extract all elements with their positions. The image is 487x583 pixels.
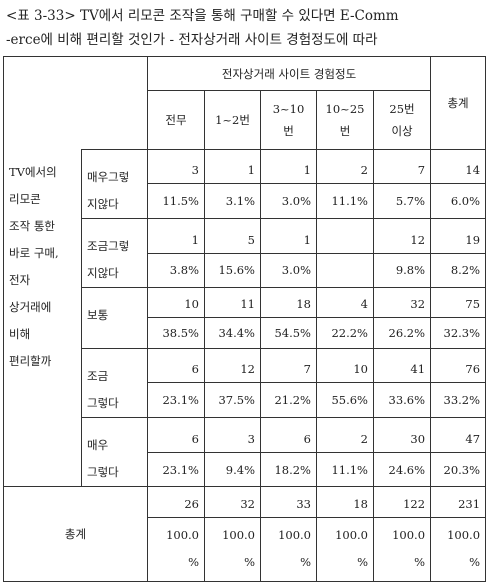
row-label: 매우 그렇다 bbox=[81, 416, 148, 488]
pct-cell: 26.2% bbox=[372, 317, 432, 349]
count-cell: 2 bbox=[316, 416, 374, 453]
count-cell: 12 bbox=[204, 347, 261, 384]
count-cell: 3 bbox=[204, 416, 261, 453]
pct-cell: 9.8% bbox=[372, 252, 432, 289]
pct-cell: 33.6% bbox=[372, 382, 432, 418]
count-cell: 14 bbox=[430, 148, 487, 185]
total-pct-cell: 100.0% bbox=[430, 516, 487, 583]
pct-cell: 3.8% bbox=[147, 252, 205, 289]
row-label: 조금 그렇다 bbox=[81, 347, 148, 418]
pct-cell: 3.0% bbox=[260, 252, 317, 289]
count-cell: 1 bbox=[204, 148, 261, 185]
count-cell: 47 bbox=[430, 416, 487, 453]
count-cell: 7 bbox=[260, 347, 317, 384]
count-cell: 3 bbox=[147, 148, 205, 185]
pct-cell: 33.2% bbox=[430, 382, 487, 418]
count-cell: 5 bbox=[204, 217, 261, 254]
count-cell: 18 bbox=[260, 287, 317, 319]
pct-cell: 11.1% bbox=[316, 451, 374, 488]
pct-cell: 20.3% bbox=[430, 451, 487, 488]
count-cell: 6 bbox=[147, 416, 205, 453]
pct-cell: 9.4% bbox=[204, 451, 261, 488]
pct-cell: 55.6% bbox=[316, 382, 374, 418]
count-cell: 12 bbox=[372, 217, 432, 254]
caption-line-2: -erce에 비해 편리할 것인가 - 전자상거래 사이트 경험정도에 따라 bbox=[6, 32, 378, 48]
count-cell: 10 bbox=[316, 347, 374, 384]
count-cell: 32 bbox=[372, 287, 432, 319]
count-cell: 10 bbox=[147, 287, 205, 319]
total-count-cell: 122 bbox=[372, 486, 432, 518]
row-label: 조금그렇 지않다 bbox=[81, 217, 148, 289]
total-pct-cell: 100.0% bbox=[372, 516, 432, 583]
count-cell: 19 bbox=[430, 217, 487, 254]
total-pct-cell: 100.0% bbox=[204, 516, 261, 583]
row-label: 매우그렇 지않다 bbox=[81, 148, 148, 219]
count-cell: 1 bbox=[260, 148, 317, 185]
pct-cell: 23.1% bbox=[147, 451, 205, 488]
pct-cell: 18.2% bbox=[260, 451, 317, 488]
count-cell: 30 bbox=[372, 416, 432, 453]
pct-cell: 23.1% bbox=[147, 382, 205, 418]
count-cell: 75 bbox=[430, 287, 487, 319]
pct-cell: 24.6% bbox=[372, 451, 432, 488]
header-total: 총계 bbox=[430, 56, 487, 150]
pct-cell: 3.0% bbox=[260, 183, 317, 219]
column-header: 1~2번 bbox=[204, 90, 261, 150]
pct-cell bbox=[316, 252, 374, 289]
pct-cell: 32.3% bbox=[430, 317, 487, 349]
caption-line-1: <표 3-33> TV에서 리모콘 조작을 통해 구매할 수 있다면 E-Com… bbox=[6, 8, 399, 24]
pct-cell: 15.6% bbox=[204, 252, 261, 289]
total-row-label: 총계 bbox=[3, 486, 148, 582]
pct-cell: 8.2% bbox=[430, 252, 487, 289]
total-count-cell: 26 bbox=[147, 486, 205, 518]
pct-cell: 5.7% bbox=[372, 183, 432, 219]
count-cell: 76 bbox=[430, 347, 487, 384]
count-cell: 6 bbox=[147, 347, 205, 384]
total-pct-cell: 100.0% bbox=[316, 516, 374, 583]
pct-cell: 54.5% bbox=[260, 317, 317, 349]
count-cell: 1 bbox=[260, 217, 317, 254]
total-count-cell: 231 bbox=[430, 486, 487, 518]
count-cell: 1 bbox=[147, 217, 205, 254]
total-count-cell: 32 bbox=[204, 486, 261, 518]
corner-cell bbox=[3, 56, 148, 150]
count-cell: 11 bbox=[204, 287, 261, 319]
count-cell: 41 bbox=[372, 347, 432, 384]
pct-cell: 37.5% bbox=[204, 382, 261, 418]
count-cell bbox=[316, 217, 374, 254]
total-count-cell: 33 bbox=[260, 486, 317, 518]
count-cell: 4 bbox=[316, 287, 374, 319]
total-pct-cell: 100.0% bbox=[260, 516, 317, 583]
count-cell: 2 bbox=[316, 148, 374, 185]
pct-cell: 38.5% bbox=[147, 317, 205, 349]
column-header: 10~25 번 bbox=[316, 90, 374, 150]
pct-cell: 34.4% bbox=[204, 317, 261, 349]
column-header: 전무 bbox=[147, 90, 205, 150]
pct-cell: 22.2% bbox=[316, 317, 374, 349]
pct-cell: 11.1% bbox=[316, 183, 374, 219]
row-label: 보통 bbox=[81, 287, 148, 349]
pct-cell: 11.5% bbox=[147, 183, 205, 219]
count-cell: 7 bbox=[372, 148, 432, 185]
total-pct-cell: 100.0% bbox=[147, 516, 205, 583]
row-group-label: TV에서의 리모콘 조작 통한 바로 구매, 전자 상거래에 비해 편리할까 bbox=[3, 149, 82, 488]
column-header: 25번 이상 bbox=[372, 90, 432, 150]
data-table: 전자상거래 사이트 경험정도 총계 전무 1~2번 3~10 번 10~25 번 2… bbox=[3, 55, 487, 583]
column-header: 3~10 번 bbox=[260, 90, 317, 150]
pct-cell: 3.1% bbox=[204, 183, 261, 219]
total-count-cell: 18 bbox=[316, 486, 374, 518]
pct-cell: 6.0% bbox=[430, 183, 487, 219]
count-cell: 6 bbox=[260, 416, 317, 453]
table-caption: <표 3-33> TV에서 리모콘 조작을 통해 구매할 수 있다면 E-Com… bbox=[6, 4, 484, 52]
pct-cell: 21.2% bbox=[260, 382, 317, 418]
header-group-label: 전자상거래 사이트 경험정도 bbox=[146, 55, 432, 92]
